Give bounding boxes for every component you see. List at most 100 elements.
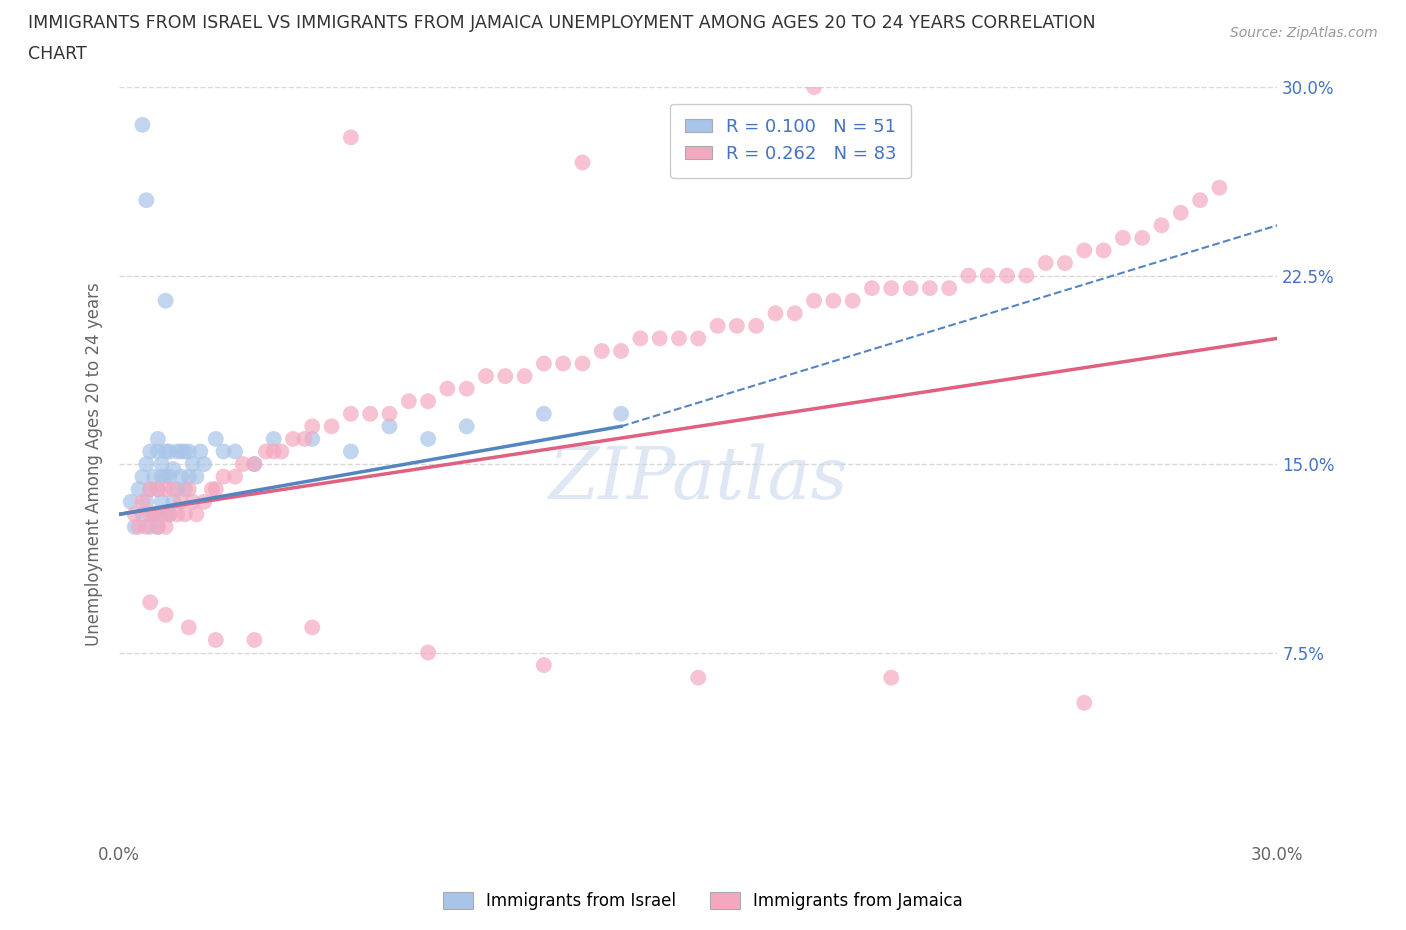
Point (243, 632, 266, 647)
Point (143, 507, 166, 522)
Point (301, 432, 323, 446)
Point (668, 331, 690, 346)
Point (177, 482, 200, 497)
Point (340, 130, 363, 145)
Point (571, 356, 593, 371)
Point (201, 482, 224, 497)
Point (135, 495, 157, 510)
Point (533, 406, 555, 421)
Point (155, 507, 177, 522)
Text: IMMIGRANTS FROM ISRAEL VS IMMIGRANTS FROM JAMAICA UNEMPLOYMENT AMONG AGES 20 TO : IMMIGRANTS FROM ISRAEL VS IMMIGRANTS FRO… (28, 14, 1095, 32)
Point (150, 495, 173, 510)
Point (155, 607, 177, 622)
Point (823, 293, 845, 308)
Point (456, 418, 478, 433)
Point (170, 495, 193, 510)
Point (193, 457, 215, 472)
Point (139, 482, 162, 497)
Point (918, 281, 941, 296)
Point (224, 444, 246, 458)
Point (166, 507, 188, 522)
Text: CHART: CHART (28, 45, 87, 62)
Point (139, 507, 162, 522)
Point (745, 318, 768, 333)
Point (301, 418, 323, 433)
Point (591, 343, 613, 358)
Point (155, 444, 177, 458)
Point (146, 432, 169, 446)
Point (1208, 180, 1230, 195)
Y-axis label: Unemployment Among Ages 20 to 24 years: Unemployment Among Ages 20 to 24 years (86, 282, 103, 646)
Point (146, 482, 169, 497)
Point (1073, 696, 1095, 711)
Point (263, 432, 285, 446)
Point (128, 520, 150, 535)
Point (340, 406, 363, 421)
Point (513, 368, 536, 383)
Point (1092, 243, 1115, 258)
Point (456, 381, 478, 396)
Point (783, 306, 806, 321)
Point (181, 457, 204, 472)
Point (553, 356, 575, 371)
Point (143, 469, 166, 484)
Point (880, 281, 903, 296)
Point (143, 507, 166, 522)
Point (128, 482, 150, 497)
Point (725, 318, 748, 333)
Legend: R = 0.100   N = 51, R = 0.262   N = 83: R = 0.100 N = 51, R = 0.262 N = 83 (671, 103, 911, 178)
Point (188, 444, 211, 458)
Point (155, 469, 177, 484)
Point (610, 406, 633, 421)
Point (150, 469, 173, 484)
Point (359, 406, 381, 421)
Point (174, 444, 197, 458)
Point (688, 331, 710, 346)
Point (124, 520, 146, 535)
Point (880, 671, 903, 685)
Point (243, 457, 266, 472)
Point (977, 268, 1000, 283)
Point (159, 469, 181, 484)
Text: ZIPatlas: ZIPatlas (548, 444, 848, 514)
Point (1053, 256, 1076, 271)
Point (232, 457, 254, 472)
Point (162, 482, 184, 497)
Point (436, 381, 458, 396)
Point (131, 495, 153, 510)
Point (135, 193, 157, 207)
Point (193, 495, 215, 510)
Point (204, 482, 226, 497)
Point (224, 469, 246, 484)
Text: Source: ZipAtlas.com: Source: ZipAtlas.com (1230, 26, 1378, 40)
Point (150, 457, 173, 472)
Point (159, 507, 181, 522)
Point (170, 469, 193, 484)
Point (139, 482, 162, 497)
Point (378, 418, 401, 433)
Point (321, 418, 343, 433)
Point (648, 331, 671, 346)
Point (803, 293, 825, 308)
Point (1189, 193, 1212, 207)
Point (131, 507, 153, 522)
Point (378, 406, 401, 421)
Point (706, 318, 728, 333)
Point (243, 457, 266, 472)
Point (1150, 218, 1173, 232)
Point (186, 469, 208, 484)
Point (533, 356, 555, 371)
Point (212, 469, 235, 484)
Point (1130, 231, 1153, 246)
Point (628, 331, 651, 346)
Point (841, 293, 863, 308)
Point (166, 482, 188, 497)
Point (204, 632, 226, 647)
Point (120, 495, 142, 510)
Point (139, 595, 162, 610)
Point (174, 507, 197, 522)
Point (995, 268, 1018, 283)
Point (159, 507, 181, 522)
Point (204, 432, 226, 446)
Point (155, 293, 177, 308)
